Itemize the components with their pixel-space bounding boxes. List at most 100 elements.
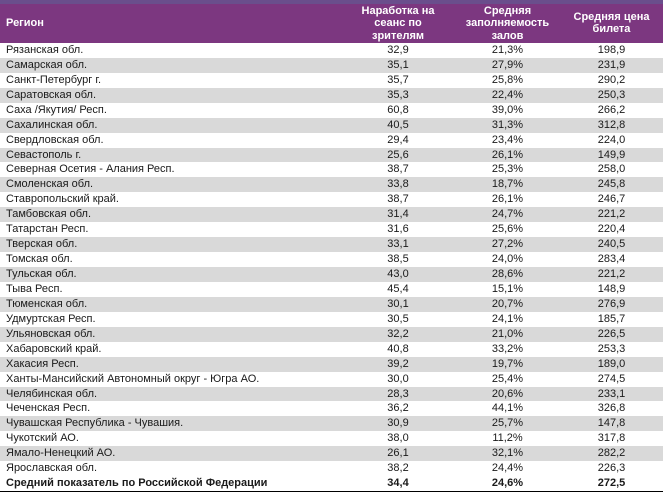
col-header-price: Средняя цена билета [560,4,663,43]
cell-occupancy: 18,7% [491,178,524,191]
cell-occupancy: 20,6% [491,387,524,400]
cell-region: Тверская обл. [6,238,78,251]
table-row: Чувашская Республика - Чувашия. 30,9 25,7%… [0,416,663,432]
cell-price: 221,2 [597,268,626,280]
cell-price: 276,9 [597,297,626,310]
cell-sessions: 29,4 [387,133,409,146]
cell-sessions: 38,7 [387,193,409,206]
cell-region: Ставропольский край. [6,193,119,206]
cell-price: 148,9 [597,282,626,295]
cell-occupancy: 25,8% [491,73,524,86]
cell-price: 240,5 [597,238,626,251]
cell-region: Северная Осетия - Алания Респ. [6,163,175,176]
cell-region: Тыва Респ. [6,282,63,295]
cell-price: 245,8 [597,178,626,191]
cell-occupancy: 25,7% [491,417,524,430]
cell-region: Саратовская обл. [6,88,97,101]
cell-price: 282,2 [597,447,626,460]
table-row: Смоленская обл. 33,8 18,7% 245,8 [0,177,663,193]
table-row: Севастополь г. 25,6 26,1% 149,9 [0,147,663,163]
cell-occupancy: 44,1% [491,402,524,415]
table-row: Челябинская обл. 28,3 20,6% 233,1 [0,386,663,402]
cell-sessions: 30,0 [387,372,409,385]
cell-sessions: 31,4 [387,208,409,221]
cell-price: 250,3 [597,88,626,101]
cell-occupancy: 26,1% [491,148,524,161]
cell-region: Тюменская обл. [6,297,88,310]
cell-sessions: 39,2 [387,357,409,370]
cell-price: 326,8 [597,402,626,415]
cell-price: 220,4 [597,223,626,236]
cell-occupancy: 25,4% [491,372,524,385]
cell-region: Средний показатель по Российской Федерац… [6,477,268,490]
cell-region: Ярославская обл. [6,462,98,475]
regions-statistics-table: Регион Наработка на сеанс по зрителям Ср… [0,4,663,492]
table-row: Тверская обл. 33,1 27,2% 240,5 [0,237,663,253]
cell-region: Хабаровский край. [6,342,102,355]
col-header-occupancy: Средняя заполняемость залов [455,4,560,43]
cell-price: 149,9 [597,148,626,161]
cell-price: 272,5 [597,477,626,490]
cell-occupancy: 26,1% [491,193,524,206]
cell-price: 317,8 [597,432,626,445]
table-row: Санкт-Петербург г. 35,7 25,8% 290,2 [0,72,663,88]
cell-occupancy: 23,4% [491,133,524,146]
cell-occupancy: 21,3% [491,43,524,56]
cell-region: Ямало-Ненецкий АО. [6,447,116,460]
cell-price: 231,9 [597,58,626,71]
table-row: Саха /Якутия/ Респ. 60,8 39,0% 266,2 [0,102,663,118]
cell-region: Тульская обл. [6,268,77,280]
cell-occupancy: 15,1% [491,282,524,295]
table-row: Ульяновская обл. 32,2 21,0% 226,5 [0,326,663,342]
cell-region: Чувашская Республика - Чувашия. [6,417,184,430]
cell-occupancy: 39,0% [491,103,524,116]
table-row: Чеченская Респ. 36,2 44,1% 326,8 [0,401,663,417]
cell-sessions: 60,8 [387,103,409,116]
table-row: Ямало-Ненецкий АО. 26,1 32,1% 282,2 [0,446,663,462]
cell-region: Рязанская обл. [6,43,84,56]
cell-price: 290,2 [597,73,626,86]
cell-price: 198,9 [597,43,626,56]
cell-occupancy: 33,2% [491,342,524,355]
cell-price: 226,3 [597,462,626,475]
cell-sessions: 45,4 [387,282,409,295]
table-row: Томская обл. 38,5 24,0% 283,4 [0,252,663,267]
table-row: Хабаровский край. 40,8 33,2% 253,3 [0,341,663,357]
cell-sessions: 35,7 [387,73,409,86]
table-row: Самарская обл. 35,1 27,9% 231,9 [0,57,663,73]
cell-sessions: 33,1 [387,238,409,251]
table-header-row: Регион Наработка на сеанс по зрителям Ср… [0,4,663,43]
cell-region: Сахалинская обл. [6,118,98,131]
col-header-sessions: Наработка на сеанс по зрителям [341,4,455,43]
cell-price: 246,7 [597,193,626,206]
cell-region: Тамбовская обл. [6,208,92,221]
cell-price: 266,2 [597,103,626,116]
cell-sessions: 38,7 [387,163,409,176]
cell-region: Чеченская Респ. [6,402,91,415]
table-row: Тульская обл. 43,0 28,6% 221,2 [0,267,663,282]
table-total-row: Средний показатель по Российской Федерац… [0,476,663,492]
table-row: Чукотский АО. 38,0 11,2% 317,8 [0,431,663,447]
cell-sessions: 32,2 [387,327,409,340]
cell-price: 221,2 [597,208,626,221]
table-row: Удмуртская Респ. 30,5 24,1% 185,7 [0,311,663,327]
cell-occupancy: 22,4% [491,88,524,101]
cell-sessions: 33,8 [387,178,409,191]
table-row: Саратовская обл. 35,3 22,4% 250,3 [0,87,663,103]
cell-sessions: 35,1 [387,58,409,71]
table-row: Татарстан Респ. 31,6 25,6% 220,4 [0,222,663,238]
cell-occupancy: 25,6% [491,223,524,236]
cell-sessions: 31,6 [387,223,409,236]
cell-occupancy: 28,6% [491,268,524,280]
table-body: Рязанская обл. 32,9 21,3% 198,9 Самарская об… [0,42,663,492]
cell-region: Хакасия Респ. [6,357,79,370]
table-row: Ярославская обл. 38,2 24,4% 226,3 [0,461,663,477]
cell-occupancy: 24,6% [491,477,524,490]
cell-price: 224,0 [597,133,626,146]
cell-occupancy: 20,7% [491,297,524,310]
cell-region: Татарстан Респ. [6,223,89,236]
cell-region: Ульяновская обл. [6,327,96,340]
cell-price: 274,5 [597,372,626,385]
cell-sessions: 30,1 [387,297,409,310]
